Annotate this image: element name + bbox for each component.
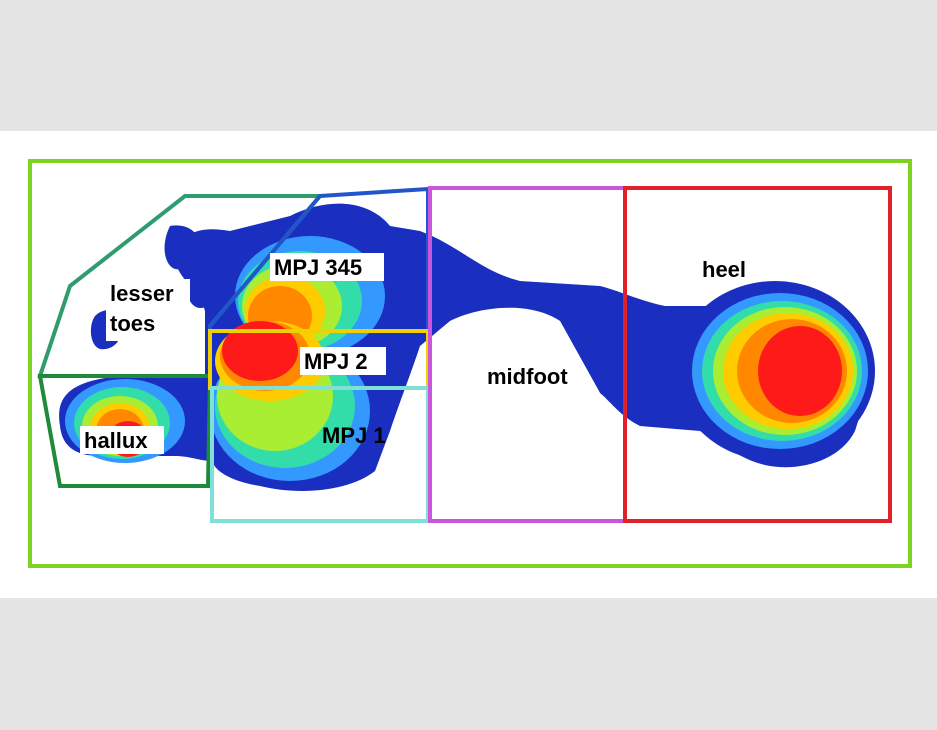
whole-foot-mask	[28, 159, 912, 568]
heel-mask	[623, 186, 892, 523]
hallux-label: hallux	[84, 428, 148, 453]
figure-panel: lesser toes hallux MPJ 345 MPJ 2 MPJ 1 m…	[0, 131, 937, 598]
heel-peak	[758, 326, 842, 416]
lesser-toe-blob	[164, 225, 200, 270]
plantar-pressure-diagram: lesser toes hallux MPJ 345 MPJ 2 MPJ 1 m…	[28, 159, 912, 568]
mpj2-label-bg	[300, 347, 386, 375]
lesser-toe-blob	[187, 274, 215, 309]
lesser-toes-label: lesser	[110, 281, 174, 306]
mpj345-label: MPJ 345	[274, 255, 362, 280]
region-labels: lesser toes hallux MPJ 345 MPJ 2 MPJ 1 m…	[80, 253, 746, 454]
mpj2-label: MPJ 2	[304, 349, 368, 374]
pressure-map	[59, 203, 875, 506]
lesser-toes-label-bg	[106, 279, 190, 341]
heel-label: heel	[702, 257, 746, 282]
mpj1-label: MPJ 1	[322, 423, 386, 448]
midfoot-label: midfoot	[487, 364, 568, 389]
hallux-label-bg	[80, 426, 164, 454]
mpj2-peak	[222, 321, 298, 381]
lesser-toes-label-line2: toes	[110, 311, 155, 336]
hallux-mask	[37, 374, 213, 488]
region-masks	[28, 159, 912, 568]
mpj345-label-bg	[270, 253, 384, 281]
midfoot-unloaded-area	[435, 307, 600, 506]
